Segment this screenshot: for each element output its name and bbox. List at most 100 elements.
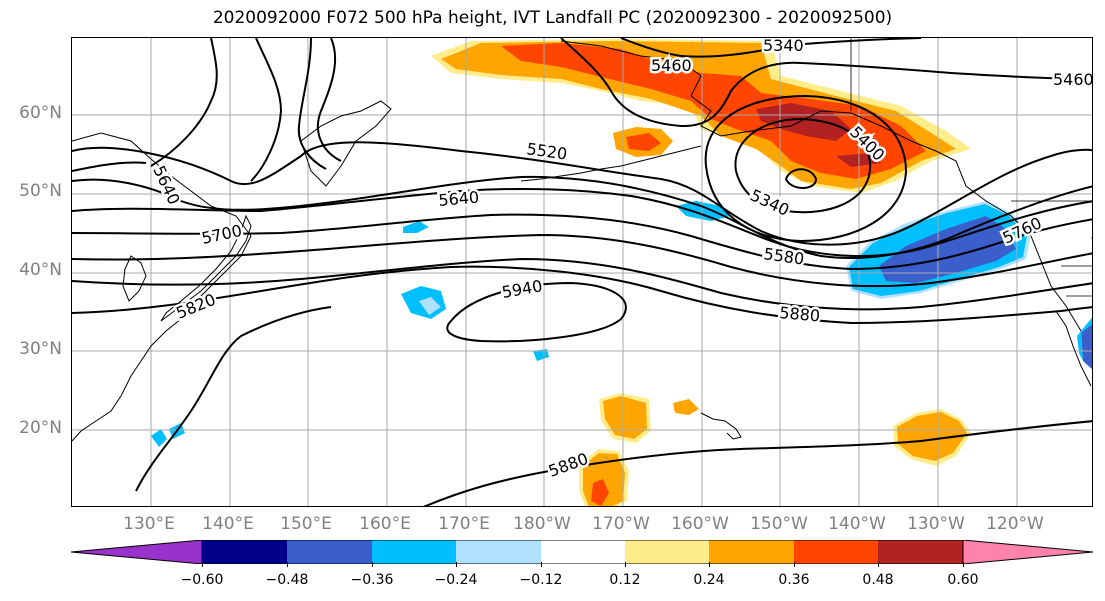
- ivt-positive-subtropic-3o: [897, 412, 967, 461]
- cbar-label-4: −0.24: [434, 572, 478, 588]
- contour-5640-west: [72, 38, 218, 172]
- lon-label-150e: 150°E: [280, 514, 332, 534]
- contour-label-5880: 5880: [779, 303, 821, 325]
- ivt-negative-mexico: [1081, 320, 1092, 370]
- lon-label-180w: 180°W: [513, 514, 571, 534]
- contour-label-5640-west: 5640: [149, 163, 183, 208]
- contour-label-5940: 5940: [500, 276, 543, 302]
- colorbar-bin-7: [709, 540, 794, 564]
- map-canvas: 5340 5460 5460 5400 5340 5520 5640 5640 …: [72, 38, 1093, 506]
- ivt-positive-subtropic-4r: [591, 479, 609, 506]
- contour-5580: [72, 175, 1092, 259]
- lon-label-120w: 120°W: [986, 514, 1044, 534]
- colorbar-bin-5: [541, 540, 625, 564]
- contour-low-center: [784, 168, 818, 189]
- cbar-label-10: 0.60: [947, 572, 979, 588]
- contour-label-5340-top: 5340: [763, 38, 804, 55]
- contour-5700: [72, 213, 1092, 271]
- colorbar-extend-low: [71, 540, 203, 564]
- ivt-positive-bering-blob-red: [626, 133, 661, 151]
- cbar-tickmark-6: [625, 562, 626, 567]
- lon-label-130w: 130°W: [907, 514, 965, 534]
- ivt-positive-gulf-alaska-red: [501, 43, 926, 179]
- contour-5820: [72, 257, 1092, 311]
- lon-label-170e: 170°E: [438, 514, 490, 534]
- ivt-negative-pacific-4: [151, 429, 167, 447]
- cbar-tickmark-1: [202, 562, 203, 567]
- lon-label-150w: 150°W: [750, 514, 808, 534]
- contour-label-5460-right: 5460: [1053, 70, 1093, 89]
- lat-label-60n: 60°N: [19, 103, 62, 123]
- ivt-negative-mexico-edge: [1077, 317, 1092, 361]
- lon-label-130e: 130°E: [123, 514, 175, 534]
- lat-label-40n: 40°N: [19, 260, 62, 280]
- ivt-negative-aleutian: [676, 201, 731, 221]
- cbar-label-8: 0.36: [778, 572, 810, 588]
- cbar-label-9: 0.48: [862, 572, 894, 588]
- coast-kamchatka: [300, 100, 392, 187]
- contour-5940: [446, 281, 627, 343]
- lon-label-140w: 140°W: [828, 514, 886, 534]
- contour-5880-north: [72, 265, 1092, 325]
- contour-ring-west: [250, 38, 283, 182]
- coast-asia: [72, 132, 252, 442]
- cbar-label-1: −0.60: [180, 572, 224, 588]
- cbar-tickmark-9: [878, 562, 879, 567]
- lat-label-20n: 20°N: [19, 418, 62, 438]
- contour-5880-south: [135, 306, 1092, 506]
- border-canada-us: [1011, 200, 1092, 297]
- ivt-positive-subtropic-1o: [603, 396, 647, 439]
- cbar-label-2: −0.48: [265, 572, 309, 588]
- colorbar-bin-4: [456, 540, 541, 564]
- ivt-negative-pacific-3: [533, 349, 549, 361]
- ivt-negative-pacific-1f: [419, 297, 441, 315]
- contour-label-5700: 5700: [200, 221, 244, 248]
- coast-korea: [122, 255, 147, 302]
- colorbar-bin-2: [287, 540, 372, 564]
- coast-baja: [1055, 310, 1092, 387]
- colorbar-bin-3: [372, 540, 456, 564]
- contour-ring-west2: [297, 38, 327, 170]
- height-contours: [72, 38, 1092, 506]
- contour-5340: [620, 38, 922, 58]
- cbar-label-3: −0.36: [350, 572, 394, 588]
- cbar-label-7: 0.24: [693, 572, 725, 588]
- contour-5640: [72, 187, 1092, 258]
- ivt-negative-pacific-2: [403, 221, 429, 233]
- colorbar-bin-8: [794, 540, 878, 564]
- lon-label-170w: 170°W: [592, 514, 650, 534]
- colorbar-extend-high: [962, 540, 1093, 564]
- lon-label-160e: 160°E: [359, 514, 411, 534]
- colorbar-bin-9: [878, 540, 963, 564]
- coast-hawaii: [700, 412, 742, 440]
- colorbar-bin-6: [625, 540, 709, 564]
- lon-label-140e: 140°E: [202, 514, 254, 534]
- cbar-tickmark-7: [709, 562, 710, 567]
- colorbar-bin-1: [202, 540, 287, 564]
- ivt-negative-pnw-strong: [879, 216, 1016, 283]
- cbar-label-5: −0.12: [519, 572, 563, 588]
- contour-low-ring2: [734, 117, 872, 214]
- cbar-tickmark-5: [541, 562, 542, 567]
- contour-5460: [316, 38, 1092, 162]
- contour-label-5640-mid: 5640: [438, 188, 480, 210]
- cbar-tickmark-10: [963, 562, 964, 567]
- contour-label-5460-top: 5460: [651, 56, 692, 75]
- contour-5520: [72, 141, 1092, 246]
- lat-label-50n: 50°N: [19, 181, 62, 201]
- cbar-tickmark-4: [456, 562, 457, 567]
- cbar-label-6: 0.12: [609, 572, 641, 588]
- colorbar: [71, 540, 1093, 564]
- cbar-tickmark-3: [372, 562, 373, 567]
- cbar-tickmark-2: [287, 562, 288, 567]
- cbar-tickmark-8: [794, 562, 795, 567]
- contour-label-5340-low: 5340: [747, 185, 792, 219]
- ivt-positive-subtropic-2: [673, 399, 699, 415]
- lon-label-160w: 160°W: [671, 514, 729, 534]
- map-title: 2020092000 F072 500 hPa height, IVT Land…: [212, 8, 893, 28]
- contour-label-5580: 5580: [762, 244, 805, 268]
- map-panel: 5340 5460 5460 5400 5340 5520 5640 5640 …: [71, 37, 1093, 507]
- coast-alaska: [560, 40, 1082, 332]
- lat-label-30n: 30°N: [19, 339, 62, 359]
- contour-5760: [72, 233, 1092, 288]
